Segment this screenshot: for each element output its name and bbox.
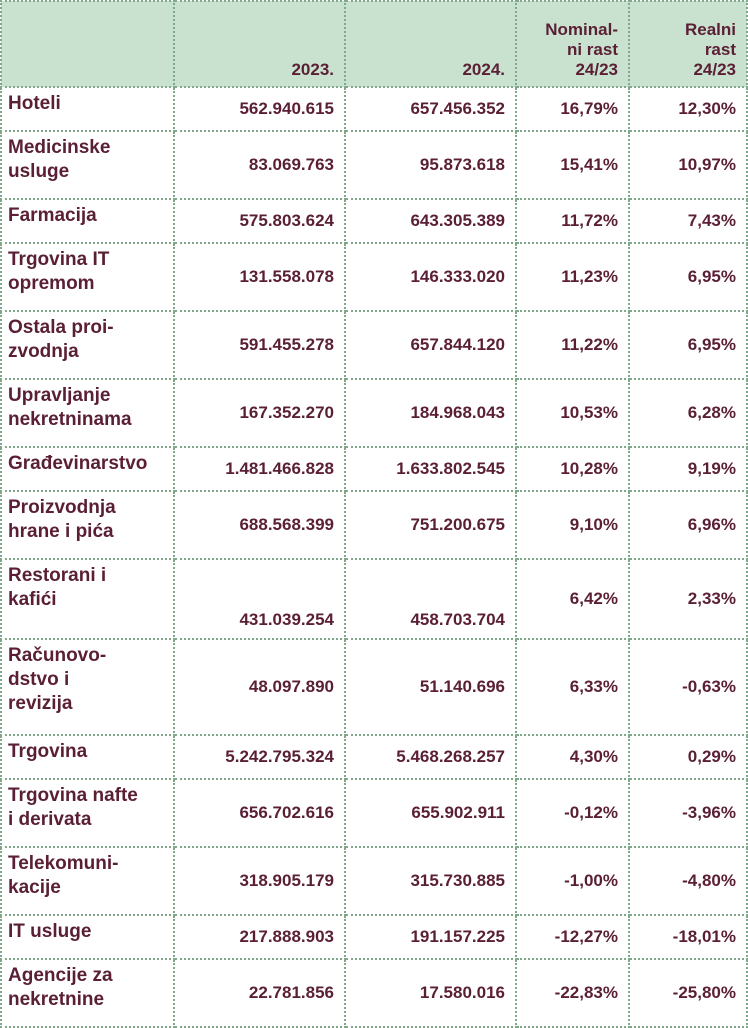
- nominal-growth: 4,30%: [515, 734, 630, 780]
- table-row: Agencije za nekretnine 22.781.856 17.580.…: [0, 958, 748, 1028]
- value-2024: 657.844.120: [344, 310, 517, 380]
- row-label: Telekomuni-kacije: [0, 846, 175, 916]
- table-row: Upravljanje nekretninama 167.352.270 184.…: [0, 378, 748, 448]
- table-row: Telekomuni-kacije 318.905.179 315.730.88…: [0, 846, 748, 916]
- nominal-growth: -1,00%: [515, 846, 630, 916]
- row-label: Računovo-dstvo i revizija: [0, 638, 175, 736]
- table-row: Trgovina 5.242.795.324 5.468.268.257 4,3…: [0, 734, 748, 780]
- real-growth: 6,95%: [628, 310, 748, 380]
- row-label: Trgovina: [0, 734, 175, 780]
- value-2024: 1.633.802.545: [344, 446, 517, 492]
- value-2024: 146.333.020: [344, 242, 517, 312]
- value-2024: 643.305.389: [344, 198, 517, 244]
- header-nominal-growth: Nominal-ni rast 24/23: [515, 0, 630, 88]
- header-real-growth: Realni rast 24/23: [628, 0, 748, 88]
- real-growth: 7,43%: [628, 198, 748, 244]
- value-2023: 562.940.615: [173, 86, 346, 132]
- table-row: Restorani i kafići 431.039.254 458.703.70…: [0, 558, 748, 640]
- real-growth: 6,28%: [628, 378, 748, 448]
- table-row: Hoteli 562.940.615 657.456.352 16,79% 12…: [0, 86, 748, 132]
- nominal-growth: -0,12%: [515, 778, 630, 848]
- value-2023: 48.097.890: [173, 638, 346, 736]
- real-growth: 12,30%: [628, 86, 748, 132]
- header-row: 2023. 2024. Nominal-ni rast 24/23 Realni r…: [0, 0, 748, 88]
- value-2023: 22.781.856: [173, 958, 346, 1028]
- value-2023: 431.039.254: [173, 558, 346, 640]
- nominal-growth: 6,33%: [515, 638, 630, 736]
- nominal-growth: 15,41%: [515, 130, 630, 200]
- table-row: Medicinske usluge 83.069.763 95.873.618 1…: [0, 130, 748, 200]
- value-2024: 5.468.268.257: [344, 734, 517, 780]
- row-label: Hoteli: [0, 86, 175, 132]
- nominal-growth: 6,42%: [515, 558, 630, 640]
- value-2024: 184.968.043: [344, 378, 517, 448]
- table-row: Trgovina nafte i derivata 656.702.616 655…: [0, 778, 748, 848]
- header-2023: 2023.: [173, 0, 346, 88]
- row-label: Agencije za nekretnine: [0, 958, 175, 1028]
- real-growth: 2,33%: [628, 558, 748, 640]
- row-label: Trgovina nafte i derivata: [0, 778, 175, 848]
- value-2023: 688.568.399: [173, 490, 346, 560]
- nominal-growth: -22,83%: [515, 958, 630, 1028]
- nominal-growth: -12,27%: [515, 914, 630, 960]
- value-2024: 751.200.675: [344, 490, 517, 560]
- value-2024: 315.730.885: [344, 846, 517, 916]
- row-label: Građevinarstvo: [0, 446, 175, 492]
- nominal-growth: 11,22%: [515, 310, 630, 380]
- value-2023: 575.803.624: [173, 198, 346, 244]
- row-label: Upravljanje nekretninama: [0, 378, 175, 448]
- value-2024: 458.703.704: [344, 558, 517, 640]
- value-2023: 217.888.903: [173, 914, 346, 960]
- value-2023: 131.558.078: [173, 242, 346, 312]
- row-label: Trgovina IT opremom: [0, 242, 175, 312]
- value-2023: 83.069.763: [173, 130, 346, 200]
- nominal-growth: 11,72%: [515, 198, 630, 244]
- value-2024: 657.456.352: [344, 86, 517, 132]
- value-2024: 95.873.618: [344, 130, 517, 200]
- row-label: Proizvodnja hrane i pića: [0, 490, 175, 560]
- row-label: Farmacija: [0, 198, 175, 244]
- value-2024: 51.140.696: [344, 638, 517, 736]
- real-growth: -4,80%: [628, 846, 748, 916]
- real-growth: 10,97%: [628, 130, 748, 200]
- real-growth: 6,95%: [628, 242, 748, 312]
- header-category-cell: [0, 0, 175, 88]
- table-row: Trgovina IT opremom 131.558.078 146.333.0…: [0, 242, 748, 312]
- table-row: Građevinarstvo 1.481.466.828 1.633.802.5…: [0, 446, 748, 492]
- table-row: Farmacija 575.803.624 643.305.389 11,72%…: [0, 198, 748, 244]
- nominal-growth: 10,28%: [515, 446, 630, 492]
- real-growth: -25,80%: [628, 958, 748, 1028]
- row-label: Restorani i kafići: [0, 558, 175, 640]
- real-growth: 9,19%: [628, 446, 748, 492]
- nominal-growth: 16,79%: [515, 86, 630, 132]
- value-2024: 655.902.911: [344, 778, 517, 848]
- value-2023: 656.702.616: [173, 778, 346, 848]
- table-row: Ostala proi-zvodnja 591.455.278 657.844.…: [0, 310, 748, 380]
- value-2023: 318.905.179: [173, 846, 346, 916]
- table-row: IT usluge 217.888.903 191.157.225 -12,27…: [0, 914, 748, 960]
- nominal-growth: 9,10%: [515, 490, 630, 560]
- value-2024: 17.580.016: [344, 958, 517, 1028]
- table-row: Računovo-dstvo i revizija 48.097.890 51.1…: [0, 638, 748, 736]
- nominal-growth: 10,53%: [515, 378, 630, 448]
- value-2023: 5.242.795.324: [173, 734, 346, 780]
- table-row: Proizvodnja hrane i pića 688.568.399 751.…: [0, 490, 748, 560]
- real-growth: -0,63%: [628, 638, 748, 736]
- value-2023: 167.352.270: [173, 378, 346, 448]
- real-growth: -3,96%: [628, 778, 748, 848]
- value-2024: 191.157.225: [344, 914, 517, 960]
- value-2023: 1.481.466.828: [173, 446, 346, 492]
- nominal-growth: 11,23%: [515, 242, 630, 312]
- row-label: Medicinske usluge: [0, 130, 175, 200]
- value-2023: 591.455.278: [173, 310, 346, 380]
- real-growth: 0,29%: [628, 734, 748, 780]
- row-label: IT usluge: [0, 914, 175, 960]
- row-label: Ostala proi-zvodnja: [0, 310, 175, 380]
- real-growth: 6,96%: [628, 490, 748, 560]
- header-2024: 2024.: [344, 0, 517, 88]
- real-growth: -18,01%: [628, 914, 748, 960]
